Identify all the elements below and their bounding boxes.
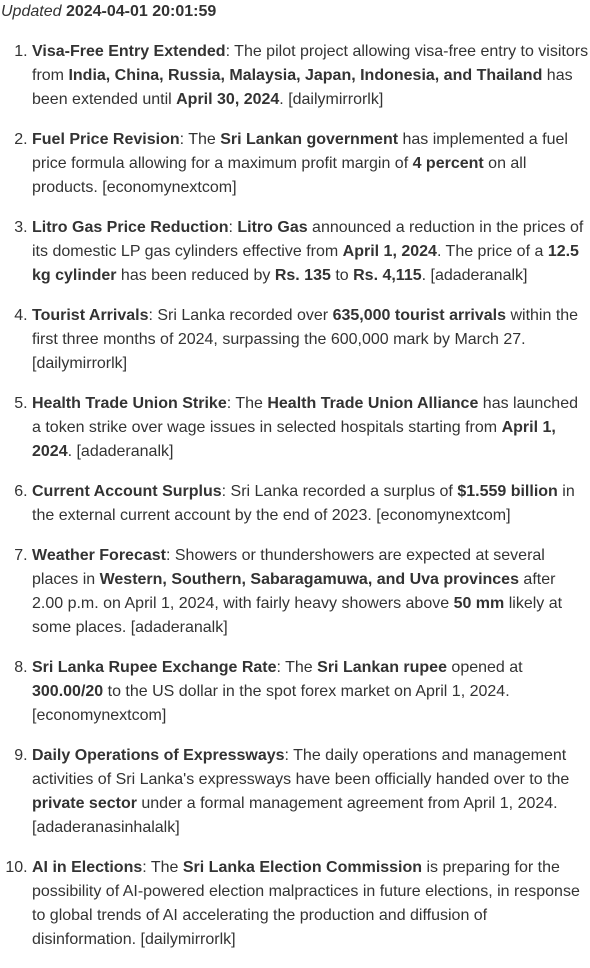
news-item-text: . [adaderanalk] <box>67 443 174 460</box>
news-item-text: . [adaderanalk] <box>421 267 528 284</box>
news-item: Visa-Free Entry Extended: The pilot proj… <box>32 40 590 112</box>
news-item-text: has implemented a fuel price formula all… <box>32 131 568 172</box>
news-item-highlight: $1.559 billion <box>457 483 558 500</box>
news-item-text: : Sri Lanka recorded a surplus of <box>221 483 458 500</box>
news-item: Health Trade Union Strike: The Health Tr… <box>32 392 590 464</box>
news-item-text: has been reduced by <box>116 267 275 284</box>
news-item-highlight: India, China, Russia, Malaysia, Japan, I… <box>68 67 543 84</box>
news-item-highlight: Sri Lankan government <box>220 131 399 148</box>
news-item-highlight: 4 percent <box>412 155 484 172</box>
news-item-highlight: April 1, 2024 <box>342 243 437 260</box>
news-item-highlight: Western, Southern, Sabaragamuwa, and Uva… <box>99 571 519 588</box>
news-item: Sri Lanka Rupee Exchange Rate: The Sri L… <box>32 656 590 728</box>
news-item: Tourist Arrivals: Sri Lanka recorded ove… <box>32 304 590 376</box>
news-item-text: likely at some places. [adaderanalk] <box>32 595 563 636</box>
news-item-text: within the first three months of 2024, s… <box>32 307 579 372</box>
news-item-text: after 2.00 p.m. on April 1, 2024, with f… <box>32 571 556 612</box>
news-item-highlight: April 1, 2024 <box>32 419 556 460</box>
news-item-text: opened at <box>446 659 523 676</box>
news-item-highlight: 12.5 kg cylinder <box>32 243 579 284</box>
news-item-highlight: 300.00/20 <box>32 683 104 700</box>
news-list: Visa-Free Entry Extended: The pilot proj… <box>0 40 590 968</box>
news-item-text: has been extended until <box>32 67 573 108</box>
news-item-title: Visa-Free Entry Extended <box>32 43 226 60</box>
updated-label: Updated <box>1 3 62 20</box>
news-item-text: to the US dollar in the spot forex marke… <box>32 683 510 724</box>
news-item-highlight: 635,000 tourist arrivals <box>332 307 507 324</box>
news-item-highlight: 50 mm <box>453 595 505 612</box>
news-item-highlight: Sri Lanka Election Commission <box>182 859 423 876</box>
news-item-text: on all products. [economynextcom] <box>32 155 527 196</box>
updated-timestamp: 2024-04-01 20:01:59 <box>65 3 217 20</box>
news-item-title: Daily Operations of Expressways <box>32 747 285 764</box>
news-item-text: : Showers or thundershowers are expected… <box>32 547 545 588</box>
news-item: Daily Operations of Expressways: The dai… <box>32 744 590 840</box>
news-item-title: AI in Elections <box>32 859 143 876</box>
news-item-text: : The <box>276 659 318 676</box>
news-item-text: : The daily operations and management ac… <box>32 747 570 788</box>
news-item-title: Weather Forecast <box>32 547 166 564</box>
news-item-highlight: Litro Gas <box>237 219 308 236</box>
news-item: AI in Elections: The Sri Lanka Election … <box>32 856 590 952</box>
news-item-text: to <box>330 267 354 284</box>
news-item-title: Tourist Arrivals <box>32 307 149 324</box>
news-item-highlight: Health Trade Union Alliance <box>267 395 479 412</box>
news-item-text: : Sri Lanka recorded over <box>148 307 333 324</box>
news-item-text: : The <box>142 859 183 876</box>
news-item-text: : The <box>226 395 268 412</box>
news-item-text: . The price of a <box>436 243 548 260</box>
news-item: Weather Forecast: Showers or thundershow… <box>32 544 590 640</box>
news-item-text: : <box>228 219 238 236</box>
news-item-text: is preparing for the possibility of AI-p… <box>32 859 580 948</box>
news-item-title: Current Account Surplus <box>32 483 222 500</box>
updated-line: Updated 2024-04-01 20:01:59 <box>1 0 216 24</box>
news-item-text: announced a reduction in the prices of i… <box>32 219 584 260</box>
news-item-title: Litro Gas Price Reduction <box>32 219 229 236</box>
news-item: Fuel Price Revision: The Sri Lankan gove… <box>32 128 590 200</box>
news-item-highlight: private sector <box>32 795 137 812</box>
news-item: Current Account Surplus: Sri Lanka recor… <box>32 480 590 528</box>
news-item-title: Fuel Price Revision <box>32 131 180 148</box>
news-item-title: Health Trade Union Strike <box>32 395 227 412</box>
news-item-text: : The pilot project allowing visa-free e… <box>32 43 589 84</box>
news-item-text: . [dailymirrorlk] <box>279 91 384 108</box>
news-item-highlight: Sri Lankan rupee <box>317 659 447 676</box>
news-item-text: has launched a token strike over wage is… <box>32 395 578 436</box>
news-item-highlight: Rs. 135 <box>274 267 331 284</box>
news-item-text: in the external current account by the e… <box>32 483 575 524</box>
news-item-title: Sri Lanka Rupee Exchange Rate <box>32 659 277 676</box>
news-item-text: under a formal management agreement from… <box>32 795 558 836</box>
news-item-text: : The <box>179 131 221 148</box>
news-item: Litro Gas Price Reduction: Litro Gas ann… <box>32 216 590 288</box>
news-item-highlight: April 30, 2024 <box>176 91 280 108</box>
news-item-highlight: Rs. 4,115 <box>353 267 422 284</box>
